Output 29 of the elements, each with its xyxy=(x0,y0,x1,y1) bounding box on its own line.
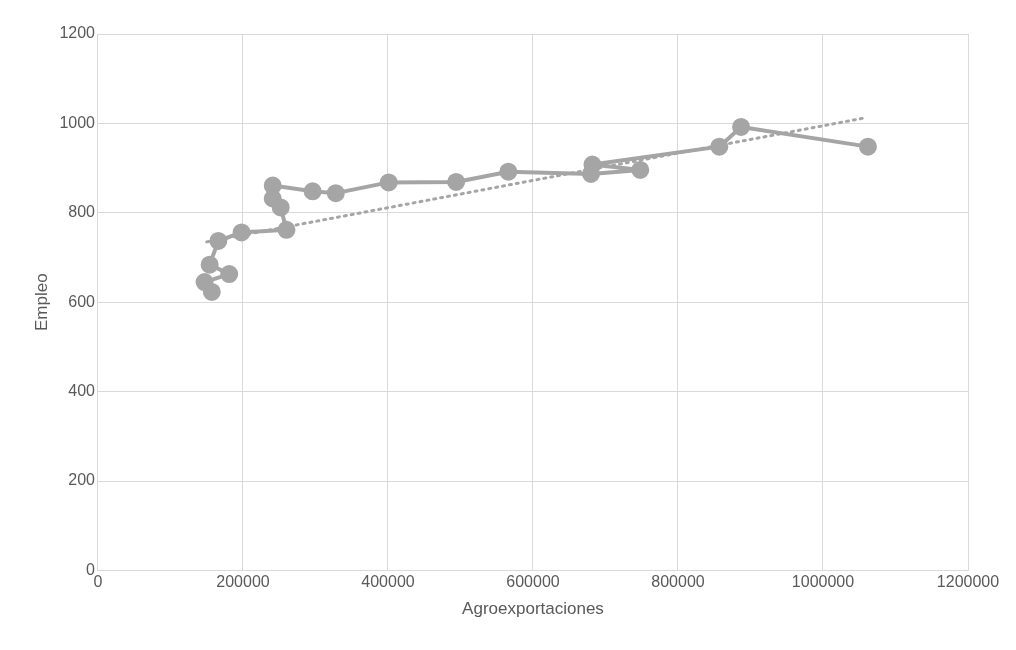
y-tick-label: 600 xyxy=(68,292,96,310)
point xyxy=(209,231,228,250)
point xyxy=(710,137,729,156)
point xyxy=(232,223,251,242)
x-axis-title: Agroexportaciones xyxy=(462,599,604,619)
x-tick-label: 1000000 xyxy=(791,573,855,591)
point xyxy=(631,160,650,179)
point xyxy=(303,182,322,201)
point xyxy=(195,273,214,292)
x-tick-label: 800000 xyxy=(651,573,705,591)
point xyxy=(858,137,877,156)
y-tick-label: 400 xyxy=(68,382,96,400)
point xyxy=(220,265,239,284)
point xyxy=(277,220,296,239)
y-tick-label: 1200 xyxy=(59,24,96,42)
x-tick-label: 400000 xyxy=(361,573,415,591)
point xyxy=(326,184,345,203)
x-tick-label: 600000 xyxy=(506,573,560,591)
point xyxy=(379,173,398,192)
x-tick-label: 200000 xyxy=(216,573,270,591)
point xyxy=(447,172,466,191)
y-tick-label: 200 xyxy=(68,471,96,489)
y-tick-label: 1000 xyxy=(59,113,96,131)
y-axis-title: Empleo xyxy=(31,273,51,332)
y-tick-label: 800 xyxy=(68,203,96,221)
point xyxy=(200,255,219,274)
x-tick-label: 1200000 xyxy=(936,573,1000,591)
point xyxy=(499,162,518,181)
point xyxy=(732,117,751,136)
